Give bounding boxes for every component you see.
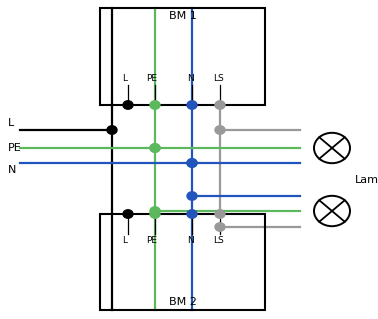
- Circle shape: [187, 159, 197, 167]
- Bar: [100, 214, 265, 310]
- Circle shape: [123, 101, 133, 109]
- Text: N: N: [187, 236, 194, 245]
- Circle shape: [107, 126, 117, 134]
- Bar: [100, 8, 265, 105]
- Text: PE: PE: [8, 143, 22, 153]
- Text: LS: LS: [213, 74, 223, 83]
- Text: PE: PE: [147, 74, 158, 83]
- Circle shape: [215, 101, 225, 109]
- Circle shape: [150, 210, 160, 218]
- Circle shape: [187, 192, 197, 200]
- Text: L: L: [122, 236, 127, 245]
- Text: PE: PE: [147, 236, 158, 245]
- Circle shape: [187, 159, 197, 167]
- Circle shape: [215, 223, 225, 231]
- Text: BM 1: BM 1: [169, 11, 197, 21]
- Circle shape: [150, 101, 160, 109]
- Circle shape: [150, 207, 160, 215]
- Text: L: L: [8, 118, 14, 129]
- Text: BM 2: BM 2: [169, 297, 197, 307]
- Text: L: L: [122, 74, 127, 83]
- Circle shape: [123, 210, 133, 218]
- Circle shape: [187, 210, 197, 218]
- Text: N: N: [187, 74, 194, 83]
- Circle shape: [314, 133, 350, 163]
- Text: LS: LS: [213, 236, 223, 245]
- Circle shape: [215, 210, 225, 218]
- Circle shape: [215, 126, 225, 134]
- Circle shape: [150, 144, 160, 152]
- Text: N: N: [8, 165, 16, 174]
- Circle shape: [150, 144, 160, 152]
- Circle shape: [187, 101, 197, 109]
- Text: Lampen: Lampen: [355, 175, 378, 185]
- Circle shape: [314, 196, 350, 226]
